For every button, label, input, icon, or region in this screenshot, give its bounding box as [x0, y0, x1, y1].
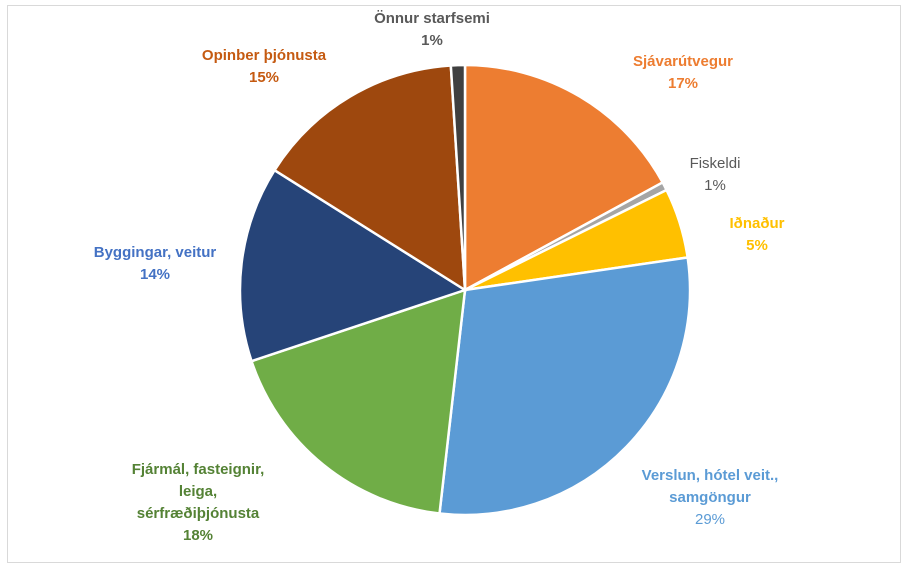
pie-slice: [463, 63, 665, 293]
data-label: Fjármál, fasteignir, leiga, sérfræðiþjónus…: [132, 461, 265, 544]
pie-slice: [272, 64, 467, 293]
data-label: Verslun, hótel veit., samgöngur 29%: [642, 467, 779, 528]
data-label: Byggingar, veitur 14%: [94, 244, 217, 283]
data-label: Fiskeldi 1%: [690, 155, 741, 194]
pie-slice: [249, 288, 467, 515]
data-label: Iðnaður 5%: [730, 215, 785, 254]
data-label: Sjávarútvegur 17%: [633, 53, 733, 92]
data-label: Opinber þjónusta 15%: [202, 47, 327, 86]
pie-slice: [449, 63, 467, 291]
pie-slice: [438, 256, 692, 517]
data-label: Önnur starfsemi 1%: [374, 10, 490, 49]
pie-slice: [238, 168, 468, 363]
